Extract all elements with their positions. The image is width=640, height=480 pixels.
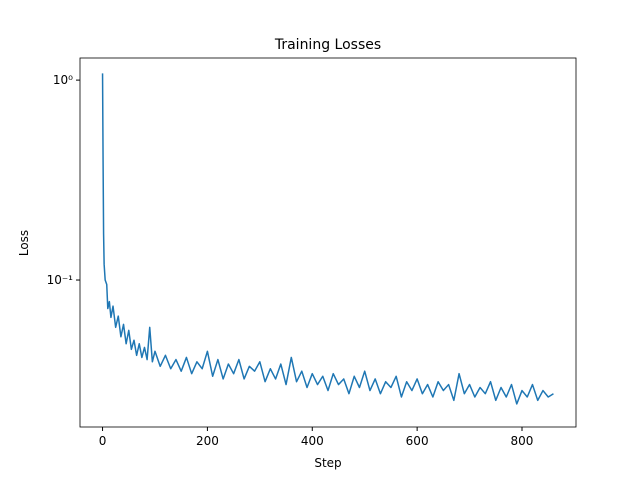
loss-line [101, 73, 554, 405]
chart-title: Training Losses [274, 37, 381, 53]
x-tick-label: 600 [406, 434, 429, 448]
x-axis-label: Step [314, 456, 341, 470]
y-tick-label: 10⁻¹ [47, 273, 74, 287]
plot-frame [79, 57, 577, 428]
x-tick-label: 400 [301, 434, 324, 448]
y-axis-label: Loss [17, 230, 31, 256]
x-tick-label: 0 [99, 434, 107, 448]
x-tick-label: 800 [511, 434, 534, 448]
x-tick-label: 200 [196, 434, 219, 448]
y-tick-label: 10⁰ [53, 73, 73, 87]
